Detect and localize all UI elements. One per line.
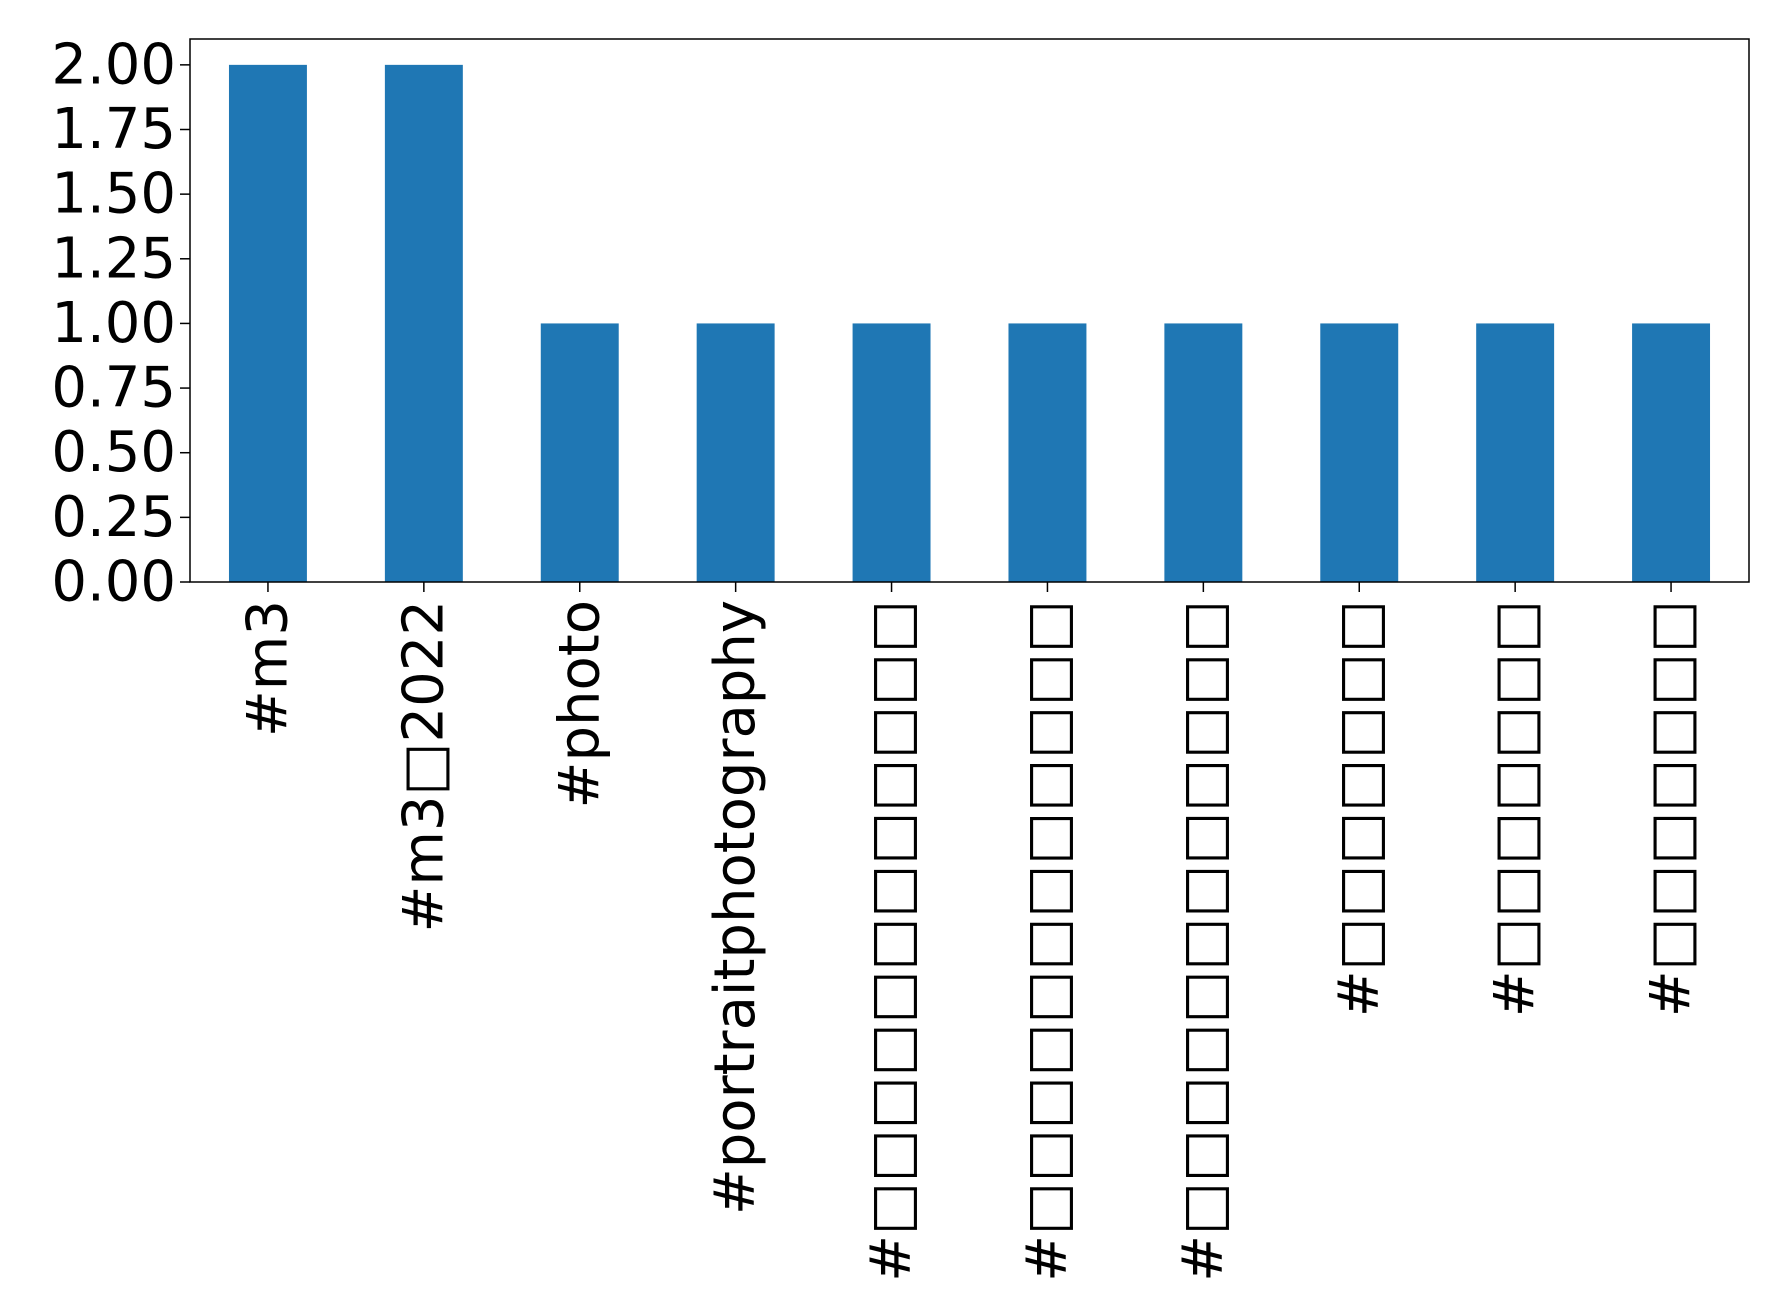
x-tick-label: #□□□□□□□ [1327,600,1392,1017]
bar-0 [228,64,307,583]
bar-1 [384,64,463,583]
x-tick-label: #□□□□□□□□□□□□ [1015,600,1080,1282]
bar-7 [1320,323,1399,582]
y-tick-label: 0.00 [51,550,176,615]
plot-frame [189,38,1750,583]
x-tick-label: #□□□□□□□□□□□□ [1171,600,1236,1282]
y-tick-label: 0.50 [51,420,176,485]
bar-5 [1008,323,1087,582]
bar-2 [540,323,619,582]
bar-8 [1476,323,1555,582]
x-tick-label: #portraitphotography [703,600,768,1215]
bar-6 [1164,323,1243,582]
y-tick-label: 1.00 [51,291,176,356]
y-tick-label: 0.75 [51,356,176,421]
bars-layer [228,64,1711,583]
y-axis: 0.000.250.500.751.001.251.501.752.00 [51,32,190,615]
x-tick-label: #□□□□□□□ [1639,600,1704,1017]
x-tick-label: #□□□□□□□ [1483,600,1548,1017]
x-axis: #m3 #m3□2022 #photo #portraitphotography #□□… [235,582,1704,1282]
x-tick-label: #□□□□□□□□□□□□ [859,600,924,1282]
x-tick-label: #m3□2022 [391,600,456,933]
y-tick-label: 2.00 [51,32,176,97]
bar-9 [1632,323,1711,582]
x-tick-label: #m3 [235,600,300,737]
bar-3 [696,323,775,582]
x-tick-label: #photo [547,600,612,808]
y-tick-label: 1.75 [51,97,176,162]
y-tick-label: 1.50 [51,162,176,227]
y-tick-label: 0.25 [51,485,176,550]
y-tick-label: 1.25 [51,226,176,291]
bar-4 [852,323,931,582]
